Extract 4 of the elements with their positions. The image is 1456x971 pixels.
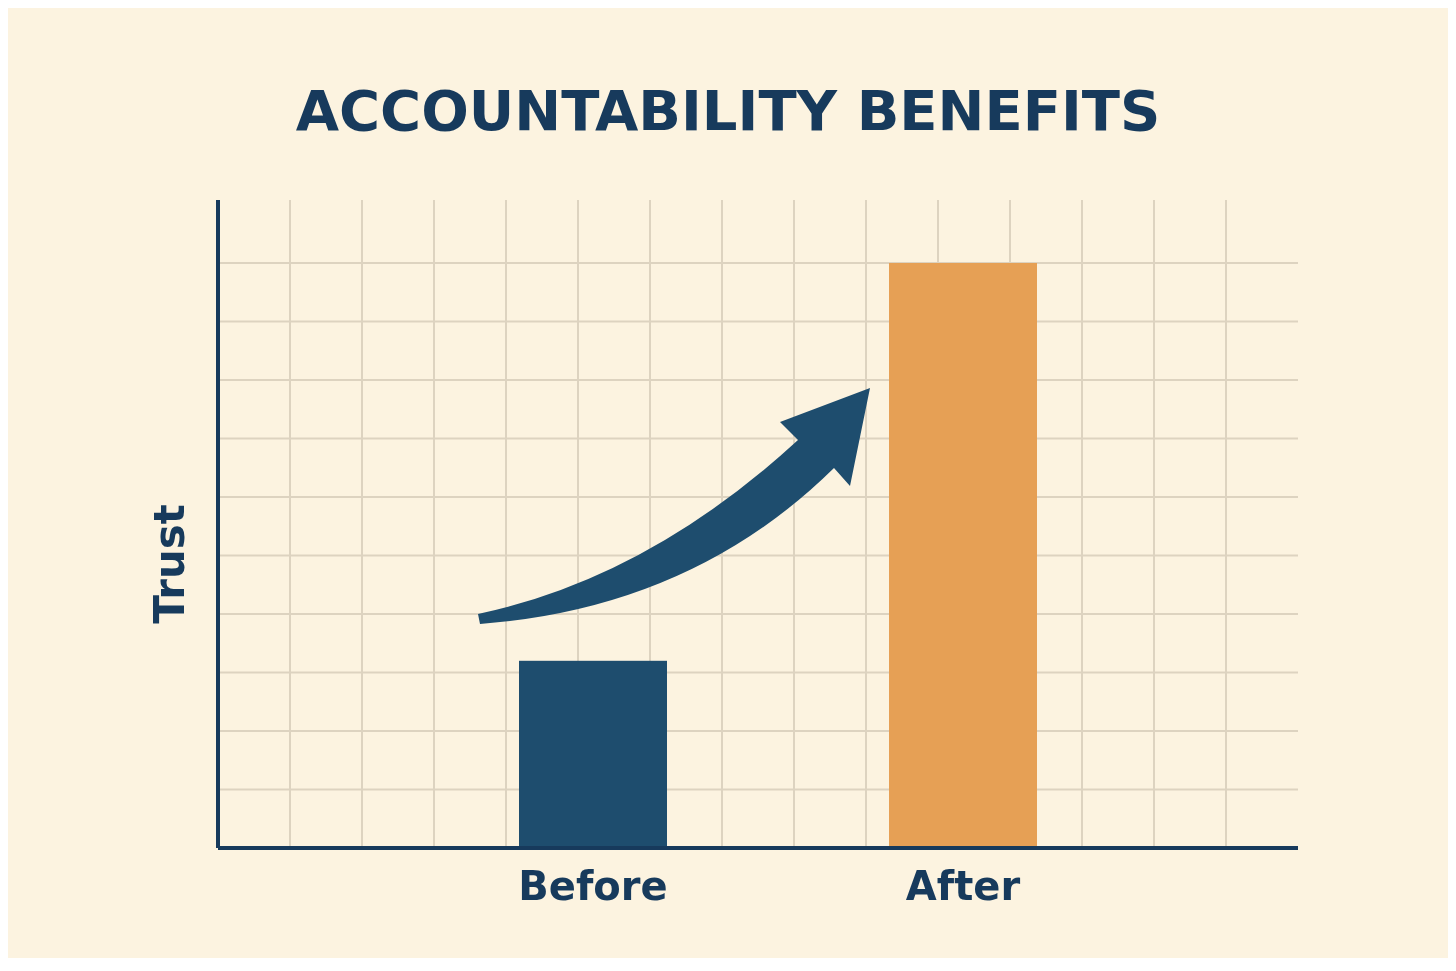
chart-title: ACCOUNTABILITY BENEFITS bbox=[295, 78, 1161, 143]
x-tick-label: Before bbox=[518, 863, 668, 909]
x-tick-label: After bbox=[905, 863, 1021, 909]
y-axis-title: Trust bbox=[145, 504, 194, 624]
